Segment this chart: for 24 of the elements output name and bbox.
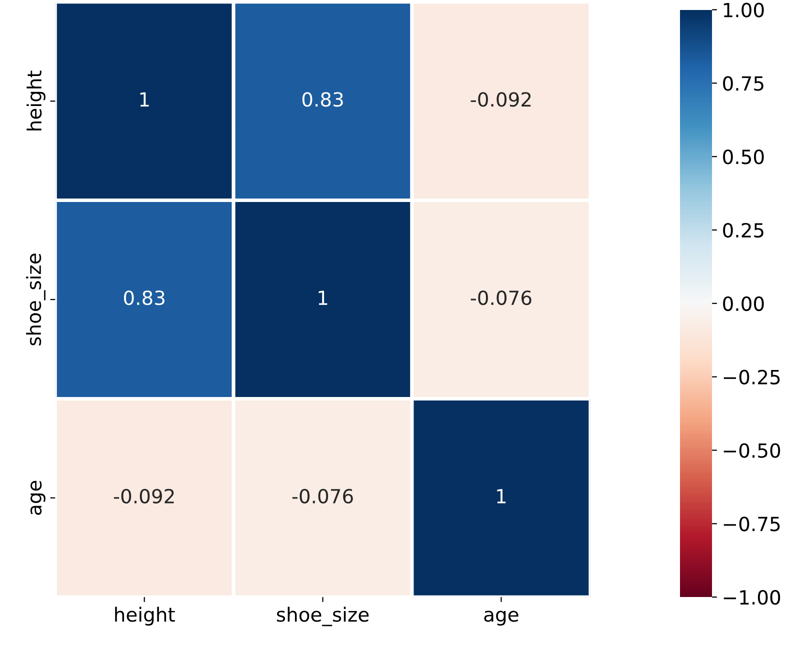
color-bar-label: −0.50 (724, 443, 780, 458)
data-label: 1 (497, 489, 506, 504)
y-tick-label: age (30, 480, 46, 515)
data-label: 1 (140, 92, 149, 106)
data-label: -0.076 (470, 290, 532, 306)
y-tick-label: shoe_size (26, 254, 46, 346)
color-bar-label: 0.50 (723, 150, 764, 164)
data-label: -0.092 (114, 488, 174, 504)
data-label: -0.076 (292, 488, 353, 504)
y-tick-label: height (26, 70, 46, 130)
color-bar-label: −0.75 (724, 516, 780, 532)
data-label: 0.83 (302, 92, 343, 107)
data-label: 1 (318, 290, 328, 305)
color-bar-label: −0.25 (724, 370, 780, 384)
color-bar-label: 0.25 (723, 222, 764, 238)
color-bar-label: 1.00 (724, 2, 764, 18)
color-bar-label: −1.00 (724, 590, 780, 605)
color-bar-label: 0.75 (723, 76, 764, 91)
data-label: 0.83 (124, 290, 164, 306)
x-tick-label: height (115, 606, 175, 626)
x-tick-label: age (484, 610, 518, 626)
data-label: -0.092 (470, 92, 531, 107)
color-bar-label: 0.00 (723, 296, 764, 312)
x-tick-label: shoe_size (276, 606, 369, 626)
